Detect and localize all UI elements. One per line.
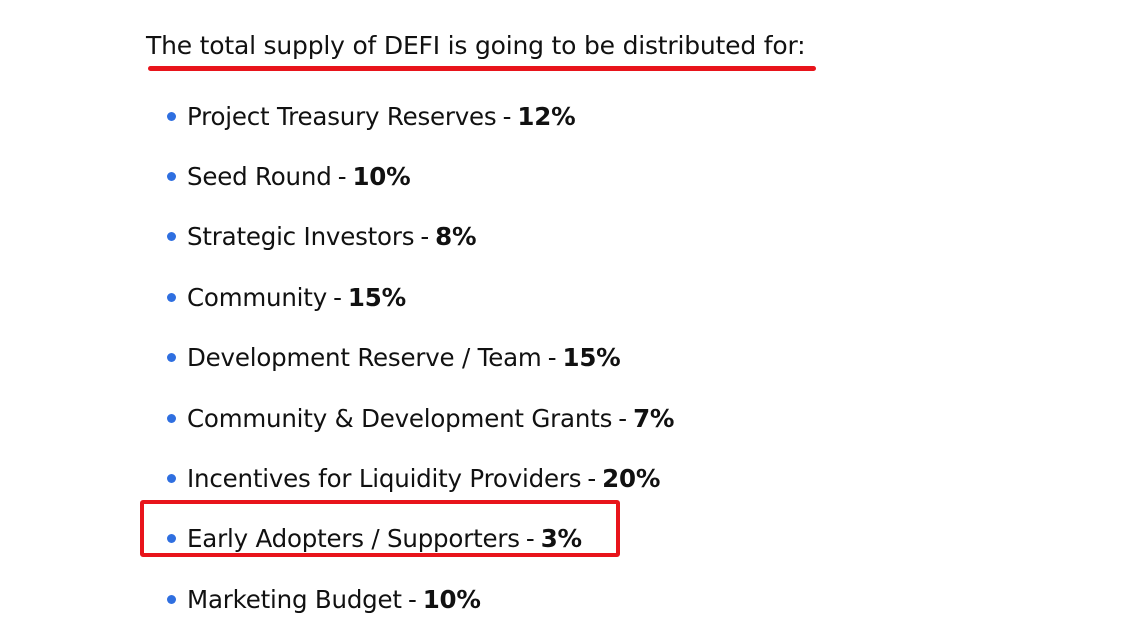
item-label: Development Reserve / Team [187,343,542,373]
item-label: Project Treasury Reserves [187,101,497,131]
item-separator: - [587,464,597,494]
item-percent: 3% [540,524,582,554]
item-separator: - [525,524,535,554]
item-separator: - [407,584,417,614]
bullet-icon [167,534,176,544]
item-percent: 12% [517,101,576,131]
item-separator: - [420,222,430,252]
distribution-heading: The total supply of DEFI is going to be … [146,31,806,60]
distribution-list: Project Treasury Reserves - 12% Seed Rou… [167,86,674,630]
bullet-icon [167,172,176,182]
list-item-strategic-investors: Strategic Investors - 8% [167,207,674,267]
item-label: Community & Development Grants [187,403,613,433]
item-percent: 10% [422,584,481,614]
item-percent: 8% [435,222,477,252]
item-label: Community [187,282,327,312]
item-separator: - [337,162,347,192]
bullet-icon [167,111,176,121]
bullet-icon [167,474,176,484]
list-item-development-reserve-team: Development Reserve / Team - 15% [167,328,674,388]
list-item-marketing-budget: Marketing Budget - 10% [167,569,674,629]
list-item-incentives-liquidity-providers: Incentives for Liquidity Providers - 20% [167,448,674,508]
item-label: Incentives for Liquidity Providers [187,464,582,494]
item-label: Early Adopters / Supporters [187,524,520,554]
list-item-project-treasury-reserves: Project Treasury Reserves - 12% [167,86,674,146]
item-separator: - [618,403,627,433]
list-item-seed-round: Seed Round - 10% [167,146,674,206]
item-separator: - [333,282,342,312]
item-percent: 15% [562,343,621,373]
item-label: Marketing Budget [187,584,402,614]
item-percent: 20% [602,464,661,494]
item-percent: 7% [633,403,675,433]
item-label: Seed Round [187,162,332,192]
item-label: Strategic Investors [187,222,415,252]
bullet-icon [167,353,176,363]
item-separator: - [502,101,512,131]
bullet-icon [167,594,176,604]
item-percent: 10% [352,162,411,192]
list-item-early-adopters-supporters: Early Adopters / Supporters - 3% [167,509,674,569]
bullet-icon [167,232,176,242]
bullet-icon [167,413,176,423]
list-item-community-development-grants: Community & Development Grants - 7% [167,388,674,448]
item-percent: 15% [347,282,406,312]
item-separator: - [547,343,557,373]
highlight-box-annotation [140,500,620,557]
bullet-icon [167,292,176,302]
heading-underline-annotation [148,66,816,71]
list-item-community: Community - 15% [167,267,674,327]
